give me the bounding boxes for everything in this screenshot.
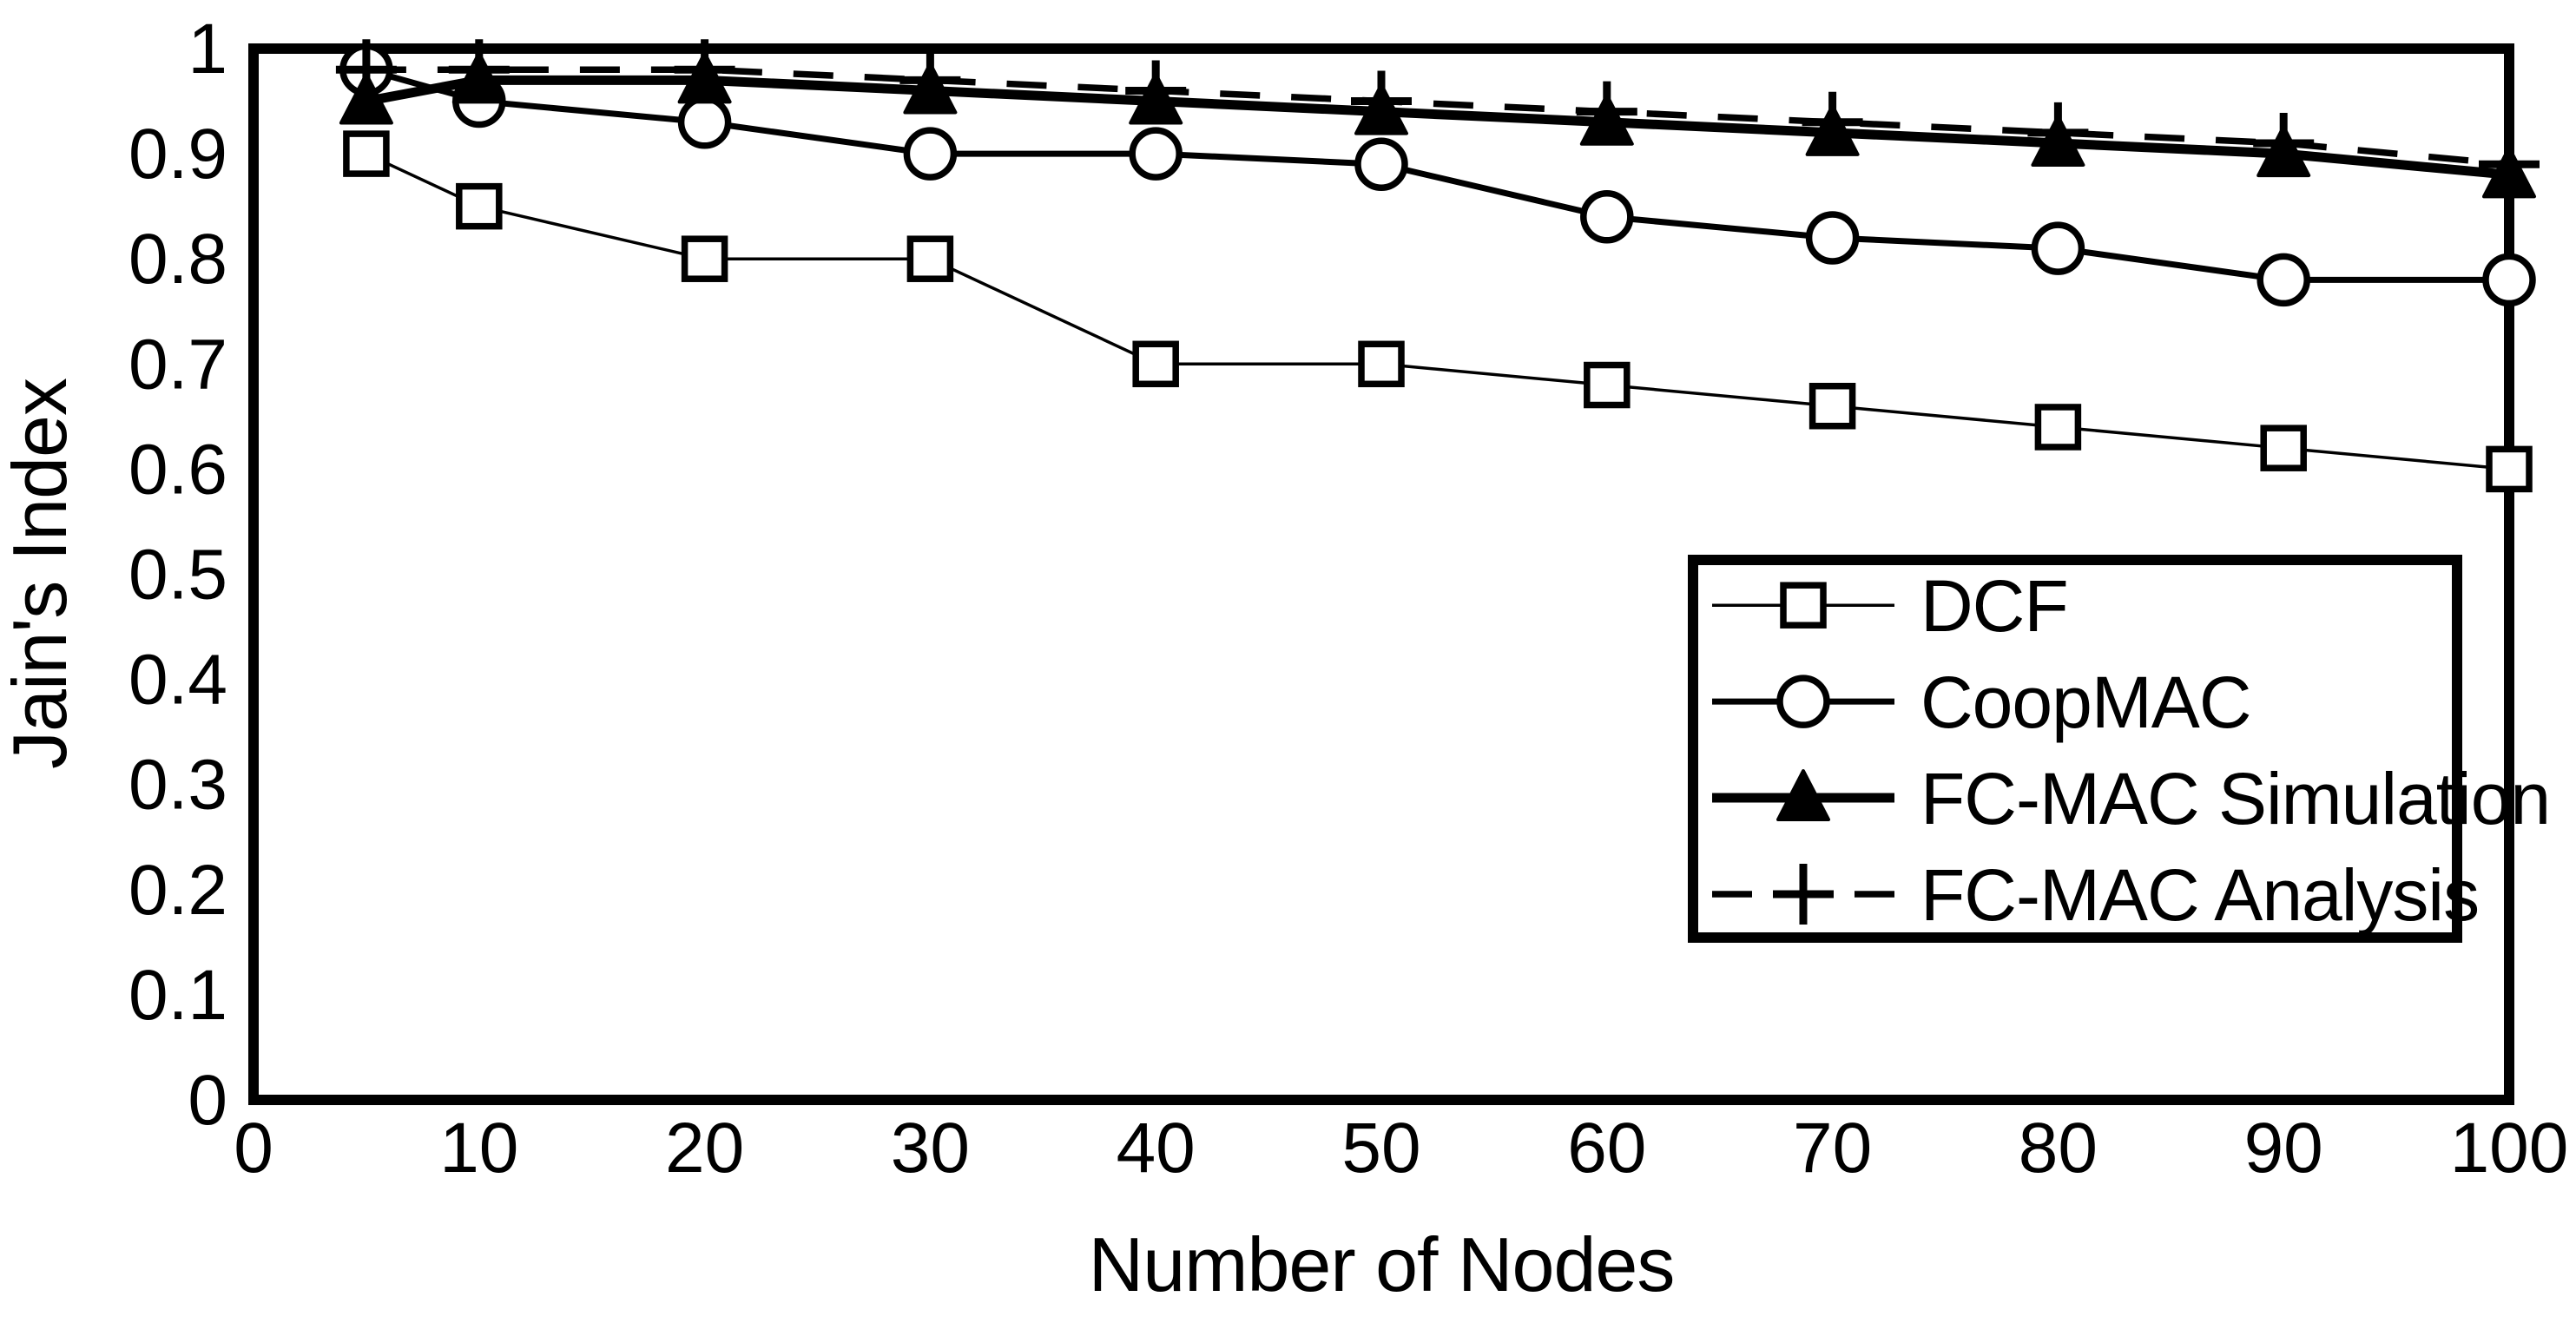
series-marker-fc-mac-analysis-x80 [2027, 102, 2089, 163]
series-marker-coopmac-x50 [1354, 137, 1408, 191]
series-marker-coopmac-x20 [677, 95, 732, 149]
legend-marker-fc-mac-analysis [1773, 863, 1834, 925]
legend-item-fc-mac-analysis: FC-MAC Analysis [1712, 854, 2480, 936]
series-marker-coopmac-x30 [903, 127, 958, 181]
y-tick-label-0: 0 [188, 1061, 227, 1140]
y-tick-label-0.5: 0.5 [128, 536, 227, 615]
legend-label-fc-mac-simulation: FC-MAC Simulation [1920, 758, 2550, 839]
x-tick-label-80: 80 [2019, 1109, 2098, 1188]
series-marker-dcf-x30 [906, 235, 954, 282]
series-marker-dcf-x80 [2034, 404, 2082, 451]
series-marker-dcf-x20 [681, 235, 728, 282]
y-tick-label-0.3: 0.3 [128, 746, 227, 825]
x-tick-label-70: 70 [1793, 1109, 1872, 1188]
series-marker-dcf-x50 [1358, 340, 1405, 388]
x-tick-label-90: 90 [2244, 1109, 2323, 1188]
series-marker-fc-mac-analysis-x10 [448, 39, 510, 101]
x-tick-label-30: 30 [891, 1109, 970, 1188]
legend-item-coopmac: CoopMAC [1712, 662, 2251, 743]
legend-label-coopmac: CoopMAC [1920, 662, 2250, 743]
x-tick-label-0: 0 [234, 1109, 273, 1188]
x-axis-title: Number of Nodes [1089, 1221, 1675, 1307]
series-marker-dcf-x100 [2486, 445, 2533, 493]
series-marker-dcf-x90 [2260, 425, 2307, 471]
series-marker-dcf-x70 [1808, 382, 1856, 430]
series-marker-fc-mac-analysis-x40 [1125, 60, 1187, 122]
series-marker-fc-mac-analysis-x100 [2479, 134, 2540, 195]
series-marker-dcf-x5 [343, 130, 390, 177]
legend-marker-fc-mac-simulation [1776, 769, 1830, 822]
series-marker-fc-mac-analysis-x60 [1576, 81, 1637, 142]
y-tick-label-0.4: 0.4 [128, 641, 227, 720]
legend-item-dcf: DCF [1712, 565, 2069, 647]
x-tick-label-60: 60 [1567, 1109, 1646, 1188]
series-marker-coopmac-x70 [1805, 211, 1860, 265]
legend-marker-dcf [1780, 582, 1827, 629]
x-tick-label-40: 40 [1117, 1109, 1196, 1188]
y-tick-label-0.9: 0.9 [128, 115, 227, 194]
y-tick-label-0.8: 0.8 [128, 220, 227, 299]
y-tick-label-0.7: 0.7 [128, 325, 227, 404]
series-marker-fc-mac-analysis-x50 [1351, 70, 1412, 132]
series-marker-fc-mac-analysis-x30 [899, 49, 961, 111]
x-tick-label-100: 100 [2450, 1109, 2569, 1188]
series-marker-fc-mac-analysis-x5 [335, 39, 397, 101]
y-tick-label-0.2: 0.2 [128, 851, 227, 930]
y-tick-label-1: 1 [188, 10, 227, 89]
series-marker-coopmac-x90 [2256, 253, 2310, 307]
series-marker-coopmac-x100 [2482, 253, 2536, 307]
legend-label-fc-mac-analysis: FC-MAC Analysis [1920, 854, 2479, 936]
series-marker-fc-mac-analysis-x90 [2253, 112, 2315, 174]
series-marker-fc-mac-analysis-x70 [1802, 91, 1863, 153]
x-tick-label-10: 10 [439, 1109, 518, 1188]
series-marker-dcf-x10 [456, 182, 503, 230]
series-marker-fc-mac-analysis-x20 [674, 39, 735, 101]
plot-frame [248, 43, 2514, 1105]
series-marker-dcf-x60 [1584, 361, 1631, 409]
series-marker-coopmac-x60 [1580, 190, 1634, 244]
legend-item-fc-mac-simulation: FC-MAC Simulation [1712, 758, 2551, 839]
y-axis-title: Jain's Index [0, 378, 82, 769]
y-tick-label-0.1: 0.1 [128, 956, 227, 1035]
legend-marker-coopmac [1776, 675, 1830, 728]
y-tick-label-0.6: 0.6 [128, 430, 227, 509]
x-tick-label-50: 50 [1341, 1109, 1420, 1188]
legend-label-dcf: DCF [1920, 565, 2068, 647]
series-line-dcf [366, 152, 2510, 471]
series-marker-coopmac-x40 [1129, 127, 1183, 181]
x-tick-label-20: 20 [665, 1109, 744, 1188]
series-marker-coopmac-x80 [2031, 221, 2085, 275]
series-marker-dcf-x40 [1132, 340, 1179, 388]
